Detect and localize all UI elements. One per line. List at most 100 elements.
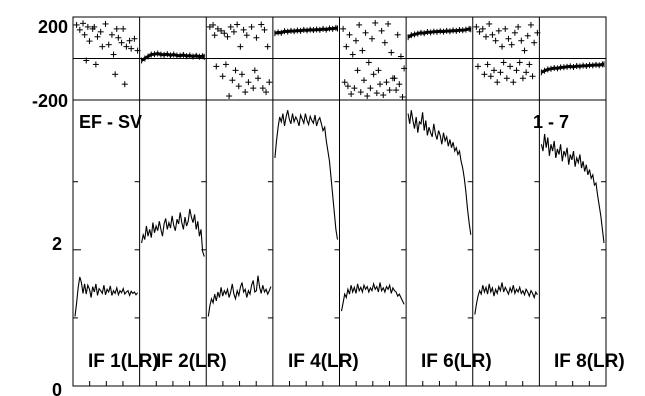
phase-point [94, 33, 101, 40]
phase-point [126, 37, 133, 44]
phase-point [214, 25, 221, 32]
phase-point [486, 20, 493, 27]
phase-point [131, 35, 138, 42]
phase-point [386, 87, 393, 94]
phase-point [261, 26, 268, 33]
amplitude-data-layer [74, 110, 605, 317]
phase-point [343, 43, 350, 50]
phase-point [266, 79, 273, 86]
phase-point [394, 31, 401, 38]
phase-point [399, 94, 406, 101]
phase-point [507, 63, 514, 70]
phase-point [76, 26, 83, 33]
phase-point [523, 69, 530, 76]
phase-point [348, 91, 355, 98]
phase-point [370, 71, 377, 78]
phase-point [351, 85, 358, 92]
phase-point [381, 39, 388, 46]
phase-point [222, 61, 229, 68]
amplitude-series-line [340, 281, 405, 312]
phase-point [255, 75, 262, 82]
phase-point [221, 30, 228, 37]
phase-point [123, 43, 130, 50]
phase-point [344, 83, 351, 90]
phase-point [369, 35, 376, 42]
phase-point [349, 51, 356, 58]
amplitude-series-line [141, 208, 205, 257]
phase-point [529, 73, 536, 80]
phase-point [108, 31, 115, 38]
phase-point [500, 59, 507, 66]
panel-label-if4: IF 4(LR) [288, 351, 359, 372]
phase-point [365, 59, 372, 66]
phase-point [120, 25, 127, 32]
phase-point [340, 25, 347, 32]
phase-point [510, 79, 517, 86]
phase-point [229, 77, 236, 84]
phase-point [258, 21, 265, 28]
panel-label-if2: IF 2(LR) [156, 351, 227, 372]
amp-tick-0: 0 [52, 380, 62, 396]
phase-point [527, 21, 534, 28]
phase-point [474, 63, 481, 70]
phase-point [352, 37, 359, 44]
phase-point [105, 41, 112, 48]
phase-point [245, 79, 252, 86]
phase-point [526, 61, 533, 68]
phase-point [502, 25, 509, 32]
phase-point [511, 29, 518, 36]
amplitude-series-line [207, 275, 272, 317]
phase-point [385, 20, 392, 27]
phase-point [473, 23, 480, 30]
phase-point [226, 93, 233, 100]
phase-point [346, 31, 353, 38]
phase-point [250, 85, 257, 92]
phase-point [397, 53, 404, 60]
phase-point [531, 39, 538, 46]
phase-point [219, 73, 226, 80]
phase-point [481, 71, 488, 78]
phase-point [112, 71, 119, 78]
phase-point [234, 21, 241, 28]
phase-point [84, 23, 91, 30]
phase-point [259, 85, 266, 92]
phase-point [211, 32, 218, 39]
phase-point [357, 89, 364, 96]
phase-point [73, 21, 80, 28]
phase-point [242, 89, 249, 96]
phase-point [482, 33, 489, 40]
phase-point [494, 79, 501, 86]
phase-point [341, 79, 348, 86]
phase-point [534, 29, 541, 36]
phase-point [230, 28, 237, 35]
amp-tick-2: 2 [52, 234, 62, 254]
phase-point [253, 34, 260, 41]
phase-point [380, 92, 387, 99]
phase-point [360, 77, 367, 84]
phase-point [515, 23, 522, 30]
phase-point [521, 47, 528, 54]
phase-point [81, 31, 88, 38]
phase-point [364, 93, 371, 100]
phase-point [110, 51, 117, 58]
phase-data-layer [73, 19, 605, 101]
amplitude-series-line [274, 110, 339, 240]
phase-point [237, 43, 244, 50]
phase-point [508, 41, 515, 48]
phase-point [134, 47, 141, 54]
phase-point [86, 38, 93, 45]
phase-point [383, 79, 390, 86]
phase-point [240, 26, 247, 33]
phase-point [113, 25, 120, 32]
phase-point [80, 20, 87, 27]
phase-point [489, 31, 496, 38]
phase-point [206, 23, 213, 30]
amplitude-series-line [474, 282, 538, 315]
phase-point [224, 33, 231, 40]
phase-point [373, 90, 380, 97]
phase-point [354, 67, 361, 74]
phase-point [378, 27, 385, 34]
phase-point [243, 32, 250, 39]
phase-panel-grid [72, 16, 607, 101]
phase-point [519, 75, 526, 82]
